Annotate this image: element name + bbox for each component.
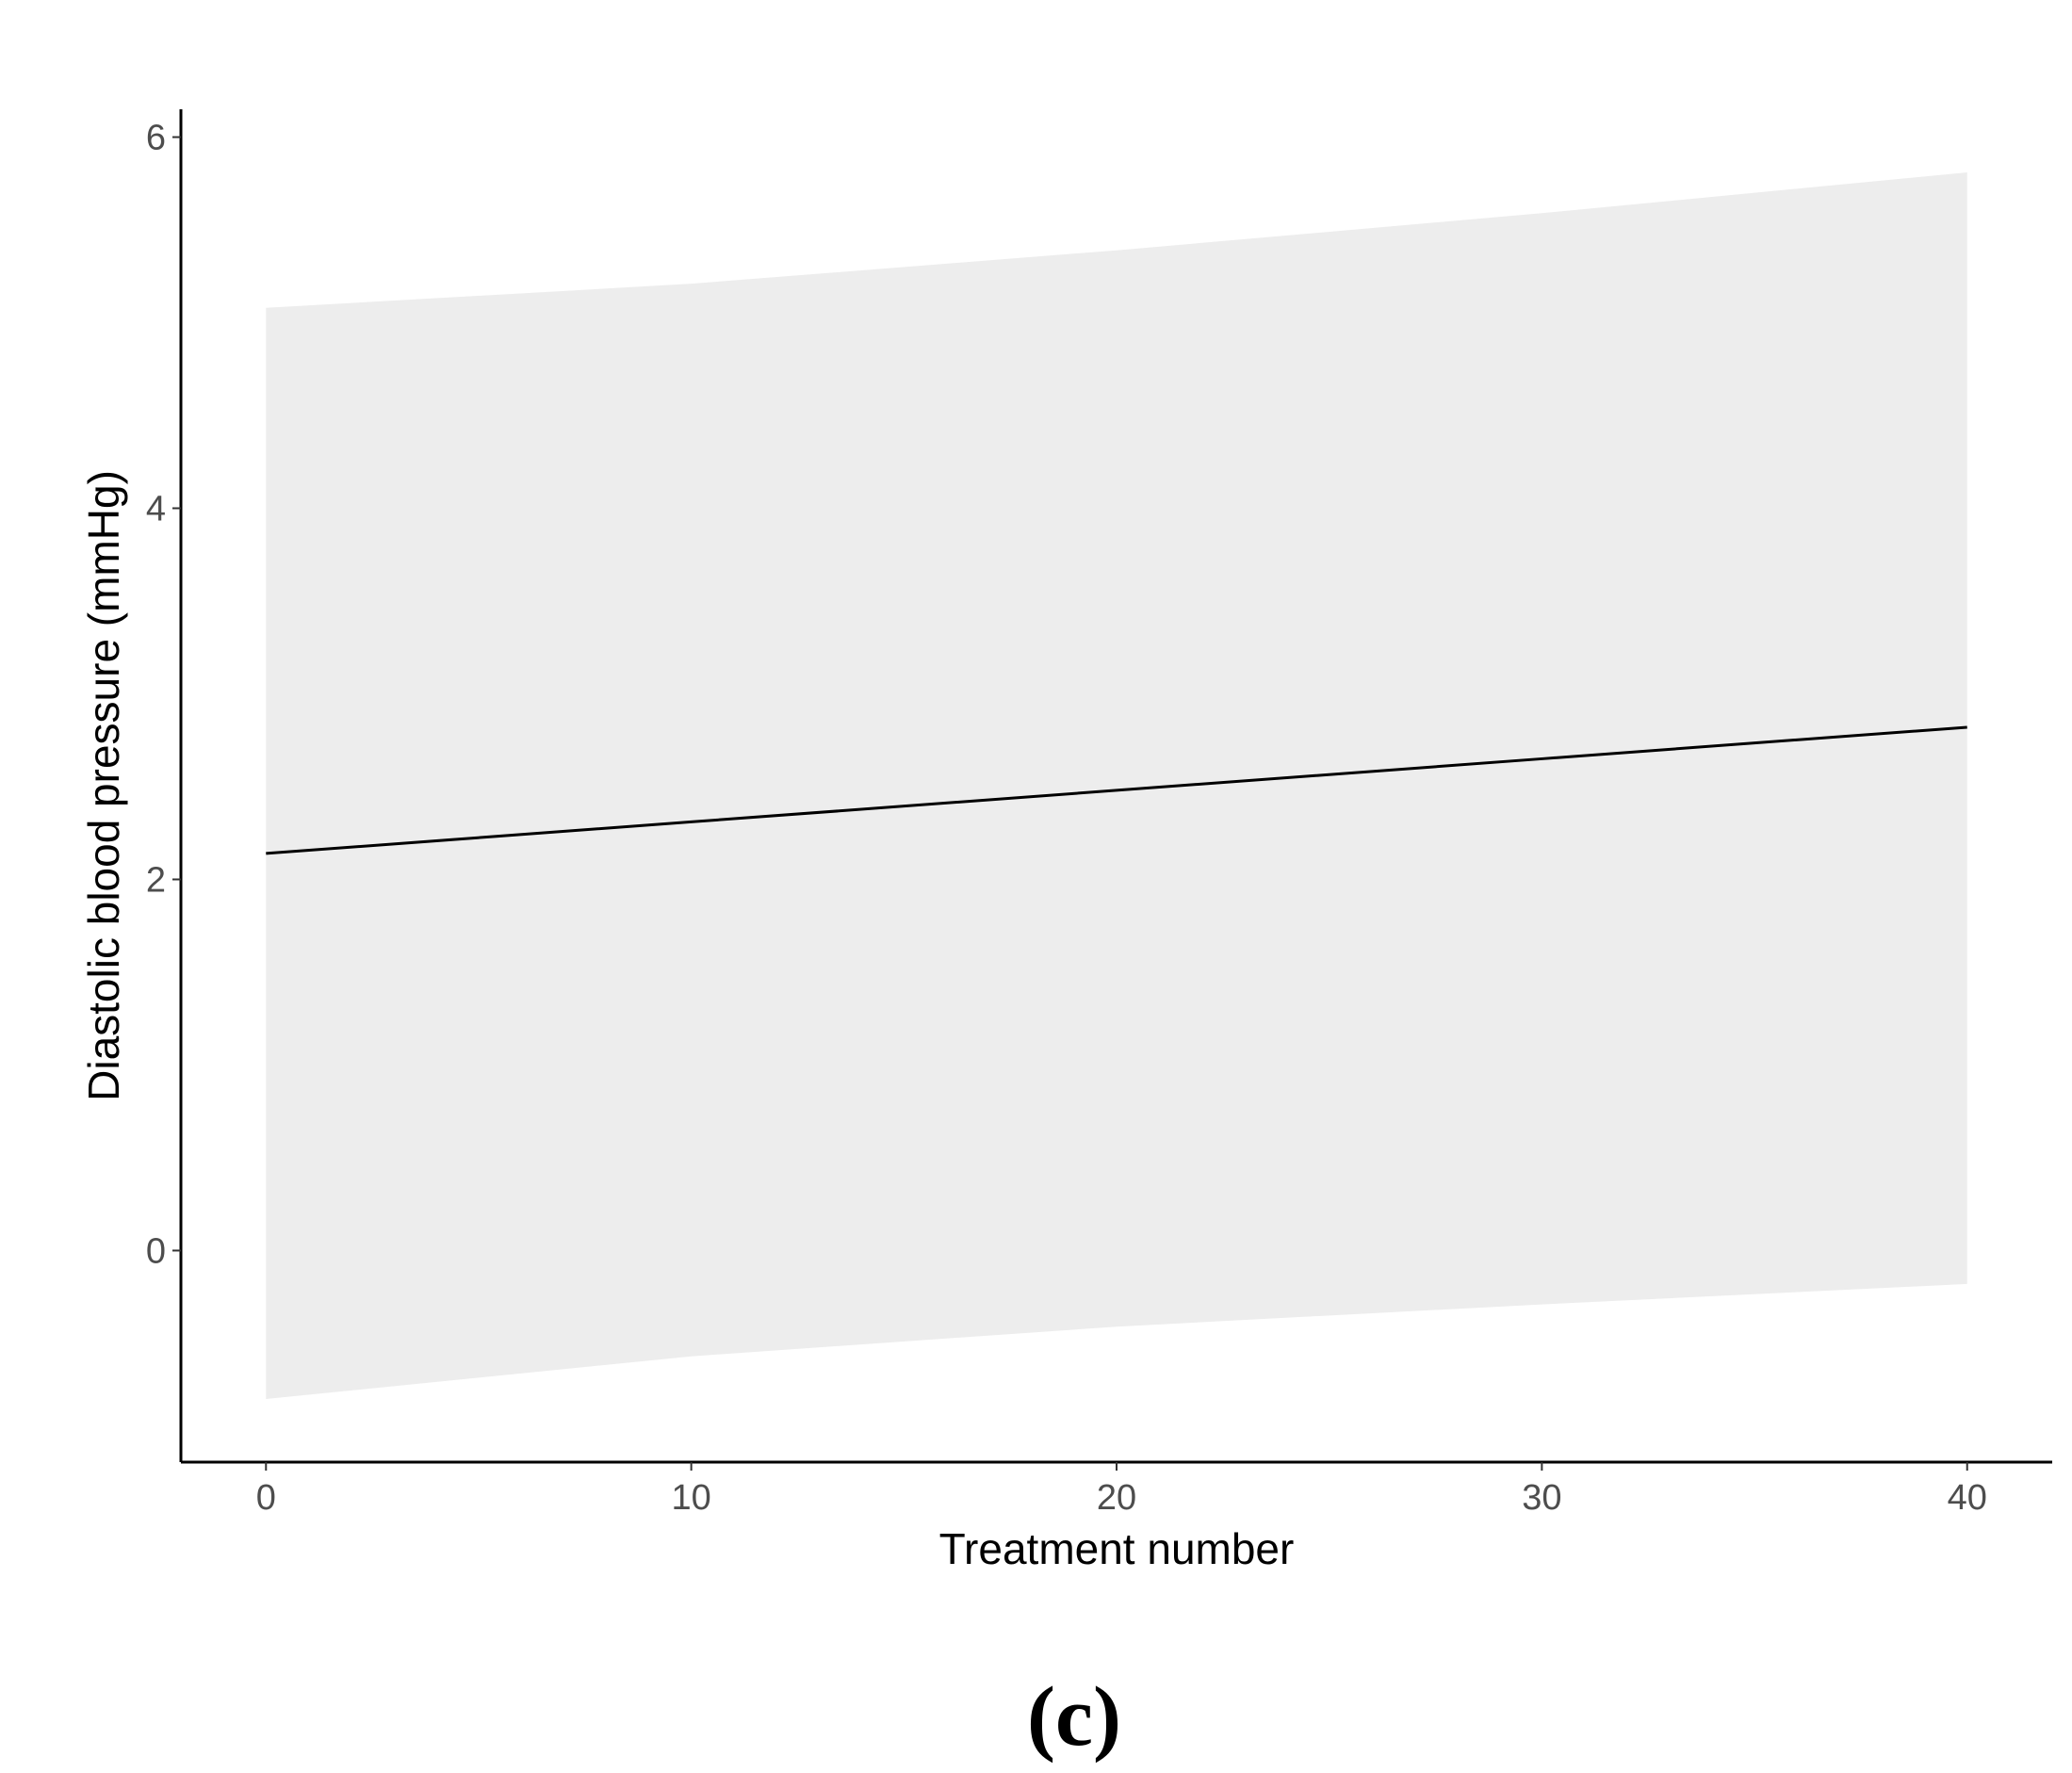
confidence-band: [266, 171, 1967, 1400]
line: [266, 725, 1967, 855]
y-tick-label: 6: [146, 119, 166, 158]
y-tick-label: 4: [146, 490, 166, 529]
x-tick-label: 30: [1522, 1478, 1561, 1518]
x-tick-label: 0: [256, 1478, 276, 1518]
x-tick-label: 20: [1097, 1478, 1136, 1518]
panel-label: (c): [1027, 1670, 1121, 1764]
y-axis-title: Diastolic blood pressure (mmHg): [79, 470, 128, 1101]
y-tick-label: 0: [146, 1231, 166, 1271]
y-tick-label: 2: [146, 860, 166, 900]
x-tick-label: 40: [1948, 1478, 1987, 1518]
x-tick-label: 10: [671, 1478, 710, 1518]
x-axis-title: Treatment number: [939, 1524, 1295, 1573]
